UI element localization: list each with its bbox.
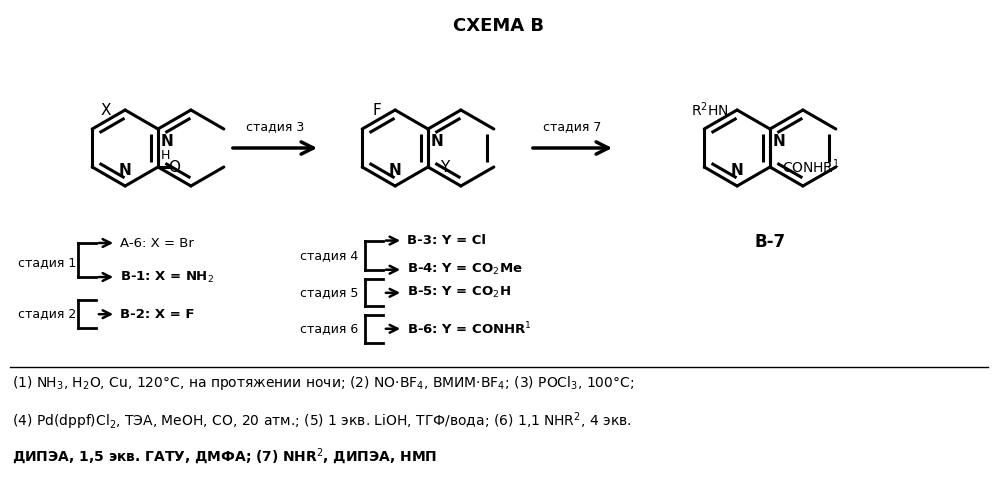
Text: B-4: Y = CO$_2$Me: B-4: Y = CO$_2$Me — [407, 262, 523, 278]
Text: B-7: B-7 — [754, 233, 785, 251]
Text: СХЕМА В: СХЕМА В — [453, 17, 545, 35]
Text: стадия 5: стадия 5 — [300, 286, 358, 299]
Text: (1) NH$_3$, H$_2$O, Cu, 120°C, на протяжении ночи; (2) NO·BF$_4$, ВМИМ·BF$_4$; (: (1) NH$_3$, H$_2$O, Cu, 120°C, на протяж… — [12, 374, 634, 392]
Text: R$^2$HN: R$^2$HN — [692, 101, 730, 119]
Text: F: F — [372, 103, 381, 118]
Text: стадия 7: стадия 7 — [543, 120, 602, 133]
Text: N: N — [119, 163, 132, 178]
Text: N: N — [731, 163, 744, 178]
Text: N: N — [431, 134, 444, 149]
Text: стадия 2: стадия 2 — [18, 307, 76, 320]
Text: O: O — [168, 159, 180, 174]
Text: стадия 3: стадия 3 — [246, 120, 304, 133]
Text: ДИПЭА, 1,5 экв. ГАТУ, ДМФА; (7) NHR$^2$, ДИПЭА, НМП: ДИПЭА, 1,5 экв. ГАТУ, ДМФА; (7) NHR$^2$,… — [12, 447, 437, 467]
Text: (4) Pd(dppf)Cl$_2$, ТЭА, MeOH, CO, 20 атм.; (5) 1 экв. LiOH, ТГФ/вода; (6) 1,1 N: (4) Pd(dppf)Cl$_2$, ТЭА, MeOH, CO, 20 ат… — [12, 411, 632, 432]
Text: N: N — [388, 163, 401, 178]
Text: стадия 4: стадия 4 — [300, 249, 358, 261]
Text: B-2: X = F: B-2: X = F — [120, 308, 195, 321]
Text: N: N — [161, 134, 174, 149]
Text: B-1: X = NH$_2$: B-1: X = NH$_2$ — [120, 269, 215, 285]
Text: стадия 6: стадия 6 — [300, 322, 358, 335]
Text: N: N — [773, 134, 785, 149]
Text: B-3: Y = Cl: B-3: Y = Cl — [407, 234, 486, 247]
Text: H: H — [161, 149, 171, 162]
Text: B-5: Y = CO$_2$H: B-5: Y = CO$_2$H — [407, 285, 511, 300]
Text: стадия 1: стадия 1 — [18, 256, 76, 269]
Text: B-6: Y = CONHR$^1$: B-6: Y = CONHR$^1$ — [407, 320, 532, 337]
Text: Y: Y — [440, 159, 449, 174]
Text: A-6: X = Br: A-6: X = Br — [120, 237, 194, 249]
Text: CONHR$^1$: CONHR$^1$ — [782, 157, 840, 176]
Text: X: X — [101, 103, 111, 118]
